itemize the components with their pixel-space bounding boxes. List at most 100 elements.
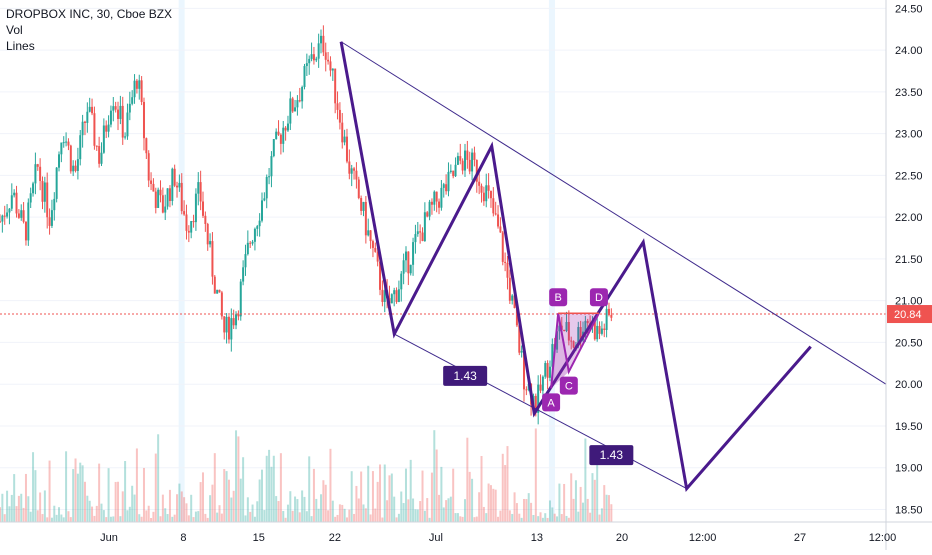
volume-bar bbox=[395, 517, 398, 522]
volume-bar bbox=[67, 511, 70, 522]
volume-bar bbox=[211, 484, 214, 522]
candle-body bbox=[586, 320, 589, 324]
volume-indicator-label[interactable]: Vol bbox=[6, 23, 23, 37]
volume-bar bbox=[343, 508, 346, 522]
volume-bar bbox=[428, 517, 431, 522]
candle-body bbox=[150, 180, 153, 184]
candle-body bbox=[270, 156, 273, 177]
abcd-point-box[interactable] bbox=[589, 288, 608, 307]
volume-bar bbox=[324, 484, 327, 522]
ratio-label-box[interactable] bbox=[589, 445, 634, 466]
ratio-label-box[interactable] bbox=[443, 365, 488, 386]
xabcd-pattern-line[interactable] bbox=[339, 41, 812, 492]
volume-bar bbox=[121, 491, 124, 522]
candle-body bbox=[419, 231, 422, 233]
trend-line[interactable] bbox=[394, 333, 687, 490]
abcd-point-box[interactable] bbox=[549, 288, 568, 307]
volume-bar bbox=[447, 498, 450, 522]
candle-body bbox=[126, 112, 129, 137]
volume-bar bbox=[334, 516, 337, 522]
volume-bar bbox=[426, 498, 429, 522]
abcd-point-box[interactable] bbox=[542, 393, 561, 412]
volume-bar bbox=[235, 430, 238, 522]
volume-bar bbox=[492, 488, 495, 522]
x-tick-label: 12:00 bbox=[689, 532, 717, 544]
candle-body bbox=[376, 251, 379, 262]
candle-body bbox=[426, 212, 429, 217]
candle-body bbox=[343, 136, 346, 143]
x-tick-label: Jul bbox=[429, 532, 443, 544]
session-band bbox=[548, 0, 555, 522]
candle-body bbox=[421, 232, 424, 242]
volume-bar bbox=[322, 480, 325, 522]
candle-body bbox=[65, 141, 68, 143]
candle-body bbox=[504, 261, 507, 263]
volume-bar bbox=[449, 496, 452, 522]
volume-bar bbox=[376, 481, 379, 522]
lines-indicator-label[interactable]: Lines bbox=[6, 39, 35, 53]
candle-body bbox=[570, 340, 573, 342]
volume-bar bbox=[46, 517, 49, 522]
candle-body bbox=[379, 261, 382, 290]
candle-body bbox=[593, 320, 596, 340]
x-tick-label: 15 bbox=[253, 532, 265, 544]
candle-body bbox=[395, 290, 398, 302]
candle-body bbox=[13, 192, 16, 196]
candle-body bbox=[128, 103, 131, 113]
abcd-triangle-abc bbox=[551, 313, 569, 389]
abcd-point-box[interactable] bbox=[559, 376, 578, 395]
candle-body bbox=[176, 185, 179, 188]
volume-bar bbox=[379, 464, 382, 522]
volume-bar bbox=[164, 508, 167, 522]
candle-body bbox=[348, 161, 351, 174]
volume-bar bbox=[8, 506, 11, 522]
x-tick-label: 8 bbox=[180, 532, 186, 544]
volume-bar bbox=[461, 516, 464, 522]
candle-body bbox=[112, 106, 115, 111]
volume-bar bbox=[338, 504, 341, 522]
candle-body bbox=[492, 198, 495, 214]
y-tick-label: 21.00 bbox=[895, 296, 923, 308]
candle-body bbox=[584, 320, 587, 332]
candle-body bbox=[402, 260, 405, 274]
volume-bar bbox=[22, 507, 25, 522]
candle-body bbox=[22, 210, 25, 222]
volume-bar bbox=[331, 500, 334, 522]
abcd-pattern-line[interactable] bbox=[550, 312, 600, 389]
candle-body bbox=[140, 80, 143, 102]
symbol-title[interactable]: DROPBOX INC, 30, Cboe BZX bbox=[6, 7, 173, 21]
volume-bar bbox=[388, 475, 391, 522]
volume-bar bbox=[272, 455, 275, 522]
volume-bar bbox=[289, 491, 292, 522]
trend-line[interactable] bbox=[340, 41, 887, 385]
volume-bar bbox=[213, 453, 216, 522]
candle-body bbox=[541, 376, 544, 391]
candle-body bbox=[598, 325, 601, 334]
volume-bar bbox=[511, 513, 514, 522]
candle-body bbox=[539, 384, 542, 391]
candle-body bbox=[41, 180, 44, 202]
volume-bar bbox=[109, 516, 112, 522]
volume-bar bbox=[206, 517, 209, 522]
candle-body bbox=[0, 221, 1, 223]
candle-body bbox=[577, 326, 580, 346]
volume-bar bbox=[579, 486, 582, 522]
candle-body bbox=[237, 314, 240, 317]
volume-bar bbox=[256, 501, 259, 522]
candle-body bbox=[515, 308, 518, 326]
volume-bar bbox=[563, 483, 566, 522]
volume-bar bbox=[556, 516, 559, 522]
candle-body bbox=[355, 170, 358, 180]
candle-body bbox=[220, 292, 223, 317]
volume-bar bbox=[341, 504, 344, 522]
candle-body bbox=[24, 221, 27, 241]
candle-body bbox=[239, 281, 242, 317]
candle-body bbox=[315, 58, 318, 61]
candle-body bbox=[171, 168, 174, 201]
candle-body bbox=[463, 150, 466, 171]
candle-body bbox=[194, 193, 197, 223]
volume-bar bbox=[362, 504, 365, 522]
volume-bar bbox=[348, 509, 351, 522]
